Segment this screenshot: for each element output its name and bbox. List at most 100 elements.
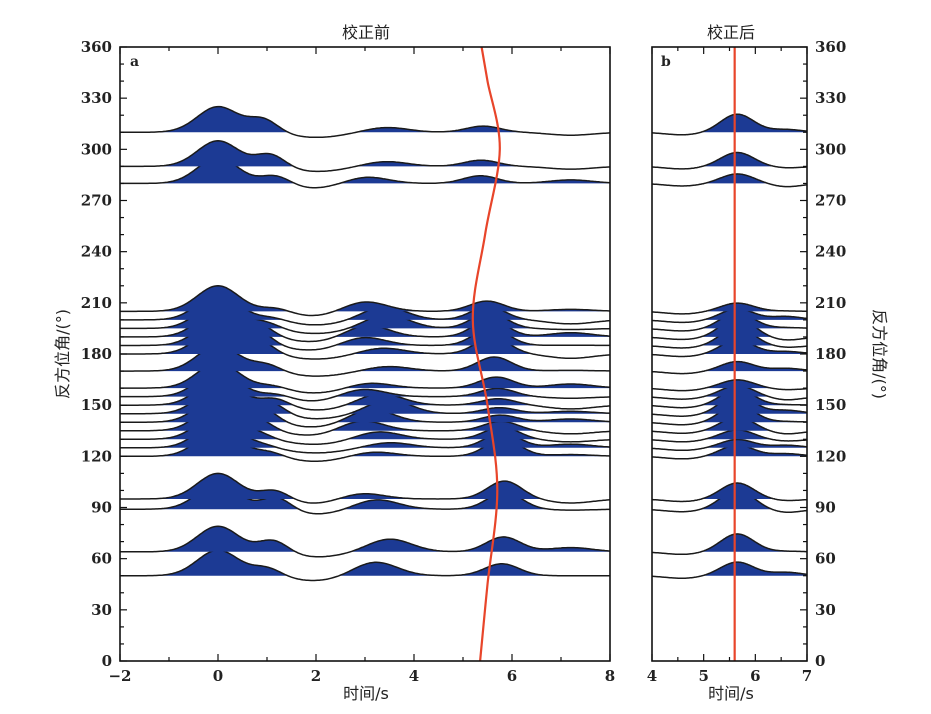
panel-b-trace	[652, 482, 807, 503]
panel-a-trace-fill	[120, 550, 610, 576]
panel-a-y-tick-label: 360	[81, 38, 112, 56]
panel-b-letter: b	[661, 54, 671, 70]
panel-a-y-tick-label: 240	[81, 243, 112, 261]
panel-a-y-tick-label: 270	[81, 192, 112, 210]
panel-b-y-tick-label: 330	[815, 89, 846, 107]
panel-b-trace-fill	[652, 152, 807, 167]
panel-b-y-tick-label: 30	[815, 601, 836, 619]
panel-b-trace-fill	[652, 483, 807, 499]
panel-a-letter: a	[130, 54, 139, 70]
panel-b-traces	[652, 113, 807, 579]
panel-a-trace-fill	[120, 285, 610, 312]
panel-a-y-tick-label: 90	[91, 499, 112, 517]
panel-b-trace-line	[652, 151, 807, 170]
panel-a-trace	[120, 140, 610, 173]
panel-a-trace-fill	[120, 302, 610, 329]
panel-b-trace	[652, 438, 807, 452]
panel-b-trace-line	[652, 360, 807, 375]
panel-b-trace-fill	[652, 173, 807, 184]
panel-b-trace-fill	[652, 429, 807, 440]
panel-a-trace-fill	[120, 311, 610, 337]
panel-a-y-ticks: 0 30 60 90 120 150 180 210 240 270 300 330 360	[81, 38, 127, 670]
panel-b-y-tick-label: 180	[815, 345, 846, 363]
panel-b-trace	[652, 533, 807, 556]
panel-b-trace-fill	[652, 389, 807, 406]
panel-b-trace-line	[652, 429, 807, 443]
panel-a-trace-fill	[120, 396, 610, 423]
panel-a-trace-fill	[120, 294, 610, 320]
panel-b-trace-fill	[652, 303, 807, 312]
panel-b-trace-line	[652, 113, 807, 136]
panel-a-trace-fill	[120, 430, 610, 457]
panel-b-y-ticks: 0 30 60 90 120 150 180 210 240 270 300 330 360	[800, 38, 846, 670]
panel-a-y-tick-label: 300	[81, 140, 112, 158]
panel-a-title: 校正前	[342, 23, 390, 42]
panel-a-trace-line	[120, 140, 610, 173]
panel-a-trace	[120, 472, 610, 504]
panel-b-trace	[652, 360, 807, 375]
panel-b-y-tick-label: 120	[815, 447, 846, 465]
panel-a-trace-fill	[120, 362, 610, 389]
panel-b-x-tick-label: 7	[802, 667, 812, 685]
panel-a-trace-line	[120, 472, 610, 504]
panel-a-trace-fill	[120, 328, 610, 354]
panel-b-trace	[652, 561, 807, 579]
panel-b-y-tick-label: 0	[815, 652, 825, 670]
panel-b-trace-line	[652, 561, 807, 579]
panel-b-trace-fill	[652, 417, 807, 431]
panel-a-ylabel: 反方位角/(°)	[53, 309, 72, 399]
panel-b-title: 校正后	[707, 23, 755, 42]
panel-a-x-tick-label: 2	[311, 667, 321, 685]
panel-b-trace-fill	[652, 490, 807, 510]
panel-a-trace	[120, 525, 610, 558]
panel-a-y-tick-label: 210	[81, 294, 112, 312]
panel-a-trace-fill	[120, 422, 610, 448]
panel-b-x-tick-label: 5	[698, 667, 708, 685]
panel-b-trace	[652, 173, 807, 188]
panel-b-trace	[652, 113, 807, 136]
panel-a-x-tick-label: 0	[213, 667, 223, 685]
panel-a-x-tick-label: 8	[605, 667, 615, 685]
panel-b-y-tick-label: 300	[815, 140, 846, 158]
panel-a-x-tick-label: −2	[108, 667, 131, 685]
panel-a-trace-fill	[120, 413, 610, 440]
panel-a-x-tick-label: 6	[507, 667, 517, 685]
panel-b-y-tick-label: 240	[815, 243, 846, 261]
panel-b-xlabel: 时间/s	[708, 684, 754, 703]
panel-b-trace-line	[652, 438, 807, 452]
panel-b-trace	[652, 302, 807, 315]
panel-a-y-tick-label: 150	[81, 396, 112, 414]
panel-b-trace-fill	[652, 379, 807, 389]
panel-b-y-tick-label: 90	[815, 499, 836, 517]
panel-b-x-ticks: 4 5 6 7	[647, 47, 812, 685]
panel-a-trace-line	[120, 525, 610, 558]
panel-b-trace-line	[652, 302, 807, 315]
panel-a-trace-fill	[120, 388, 610, 414]
panel-b-y-tick-label: 60	[815, 550, 836, 568]
panel-a-x-ticks: −2 0 2 4 6 8	[108, 47, 615, 685]
panel-b-trace-fill	[652, 385, 807, 397]
panel-b-x-tick-label: 6	[750, 667, 760, 685]
panel-b-trace-line	[652, 379, 807, 392]
panel-a-trace	[120, 285, 610, 317]
panel-b-trace-fill	[652, 308, 807, 320]
panel-a-xlabel: 时间/s	[343, 684, 389, 703]
panel-a-red-curve	[471, 46, 501, 662]
panel-a-trace-fill	[120, 345, 610, 372]
panel-b: 校正后 0 30 60 90 120 150 180 210 240 270 300 330 360 4…	[647, 23, 889, 703]
panel-a-traces	[120, 105, 610, 582]
panel-a-trace-fill	[120, 473, 610, 499]
panel-a-trace-fill	[120, 526, 610, 552]
panel-b-trace	[652, 151, 807, 170]
panel-a-y-tick-label: 30	[91, 601, 112, 619]
panel-a-y-tick-label: 180	[81, 345, 112, 363]
panel-a-y-tick-label: 60	[91, 550, 112, 568]
panel-b-x-tick-label: 4	[647, 667, 657, 685]
panel-b-y-tick-label: 150	[815, 396, 846, 414]
panel-b-trace	[652, 379, 807, 392]
panel-b-trace	[652, 429, 807, 443]
panel-b-y-tick-label: 270	[815, 192, 846, 210]
panel-a-y-tick-label: 330	[81, 89, 112, 107]
panel-b-trace-line	[652, 482, 807, 503]
